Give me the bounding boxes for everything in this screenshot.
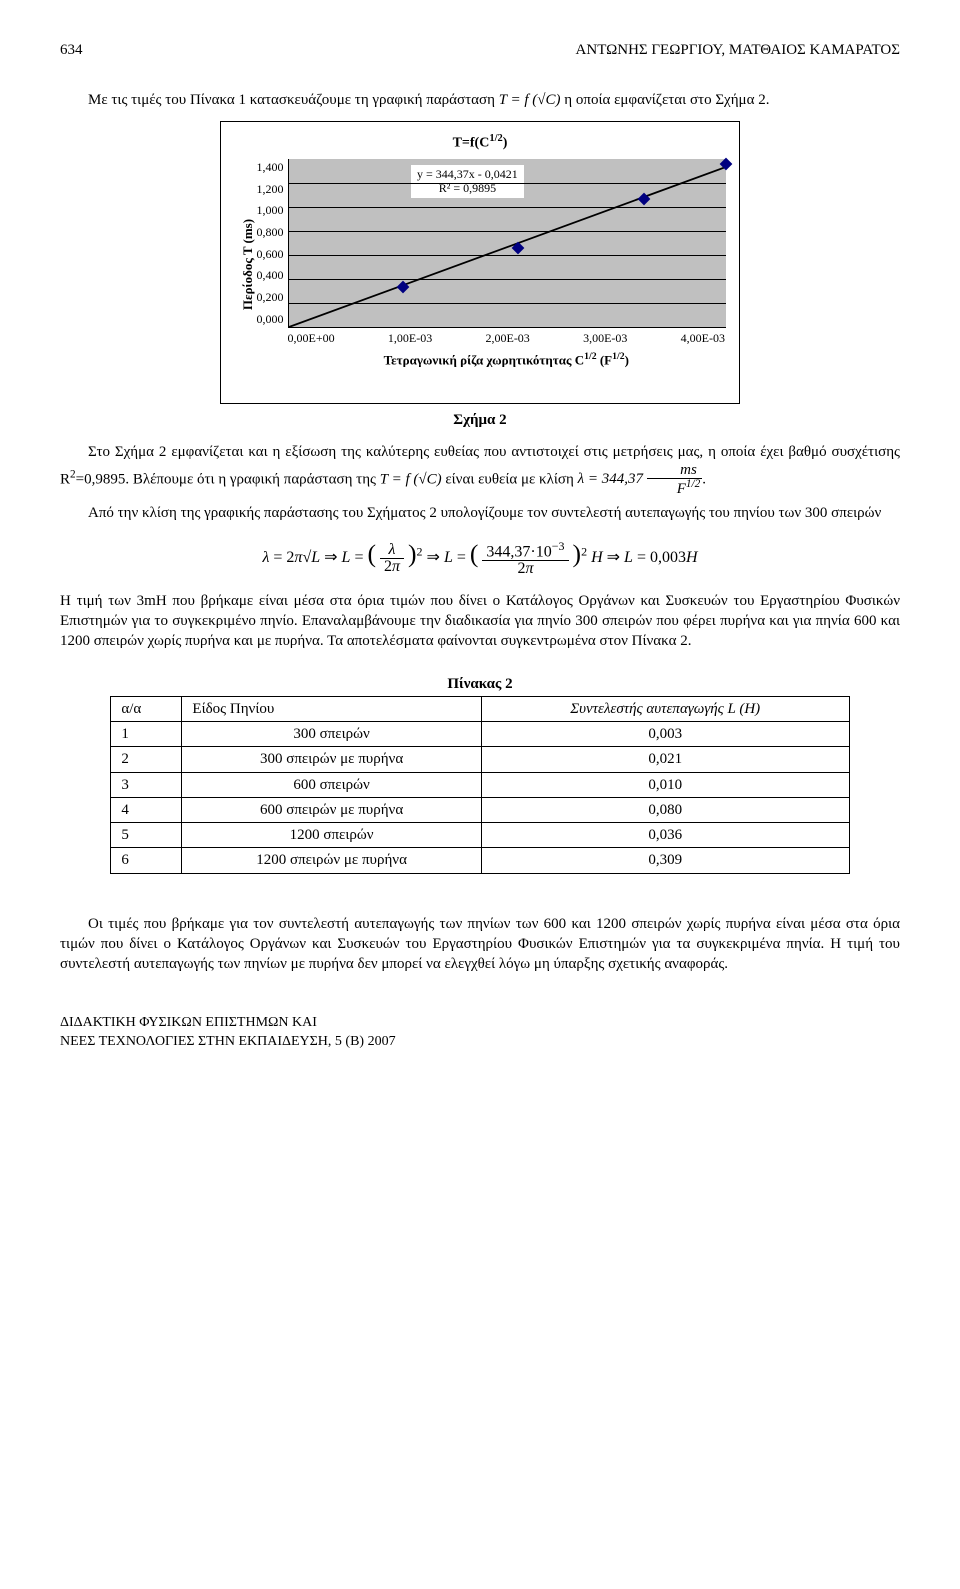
table-header: Είδος Πηνίου (182, 696, 481, 721)
text: Με τις τιμές του Πίνακα 1 κατασκευάζουμε… (88, 92, 499, 108)
ytick-label: 1,400 (257, 159, 284, 175)
table-row: 61200 σπειρών με πυρήνα0,309 (111, 848, 849, 873)
ytick-label: 0,000 (257, 311, 284, 327)
running-head: ΑΝΤΩΝΗΣ ΓΕΩΡΓΙΟΥ, ΜΑΤΘΑΙΟΣ ΚΑΜΑΡΑΤΟΣ (576, 40, 900, 60)
math-inline: T = f (√C) (499, 92, 561, 108)
paragraph-3: Από την κλίση της γραφικής παράστασης το… (60, 503, 900, 523)
table-cell: 1200 σπειρών (182, 823, 481, 848)
table-cell: 0,080 (481, 797, 849, 822)
text: είναι ευθεία με κλίση (445, 471, 577, 487)
ytick-label: 0,200 (257, 289, 284, 305)
paragraph-4: Η τιμή των 3mH που βρήκαμε είναι μέσα στ… (60, 591, 900, 652)
text: η οποία εμφανίζεται στο Σχήμα 2. (564, 92, 769, 108)
figure-caption: Σχήμα 2 (60, 410, 900, 430)
text: =0,9895. Βλέπουμε ότι η γραφική παράστασ… (76, 471, 380, 487)
xtick-label: 4,00E-03 (681, 330, 725, 346)
paragraph-1: Με τις τιμές του Πίνακα 1 κατασκευάζουμε… (60, 90, 900, 110)
chart-title: T=f(C1/2) (235, 132, 725, 154)
chart-container: T=f(C1/2) Περίοδος Τ (ms) 1,400 1,200 1,00… (220, 121, 740, 405)
chart-yticks: 1,400 1,200 1,000 0,800 0,600 0,400 0,200 0,000 (257, 159, 288, 327)
table-header-row: α/α Είδος Πηνίου Συντελεστής αυτεπαγωγής… (111, 696, 849, 721)
table-row: 2300 σπειρών με πυρήνα0,021 (111, 747, 849, 772)
table-cell: 4 (111, 797, 182, 822)
table-cell: 0,021 (481, 747, 849, 772)
table-row: 4600 σπειρών με πυρήνα0,080 (111, 797, 849, 822)
footer-line: ΝΕΕΣ ΤΕΧΝΟΛΟΓΙΕΣ ΣΤΗΝ ΕΚΠΑΙΔΕΥΣΗ, 5 (B) … (60, 1033, 900, 1052)
table-cell: 1200 σπειρών με πυρήνα (182, 848, 481, 873)
paragraph-5: Οι τιμές που βρήκαμε για τον συντελεστή … (60, 914, 900, 975)
xtick-label: 0,00E+00 (288, 330, 335, 346)
table-header: α/α (111, 696, 182, 721)
ytick-label: 0,400 (257, 267, 284, 283)
math-inline: T = f (√C) (380, 471, 442, 487)
display-equation: λ = 2π√L ⇒ L = ( λ 2π )2 ⇒ L = ( 344,37·… (60, 537, 900, 577)
ytick-label: 0,600 (257, 246, 284, 262)
xtick-label: 2,00E-03 (485, 330, 529, 346)
table-cell: 600 σπειρών (182, 772, 481, 797)
chart-ylabel: Περίοδος Τ (ms) (235, 159, 257, 369)
table-cell: 0,309 (481, 848, 849, 873)
table-cell: 3 (111, 772, 182, 797)
chart-plot-area: y = 344,37x - 0,0421 R² = 0,9895 (288, 159, 726, 328)
math-inline: λ = 344,37 msF1/2 (578, 471, 703, 487)
table-cell: 0,010 (481, 772, 849, 797)
page-header: 634 ΑΝΤΩΝΗΣ ΓΕΩΡΓΙΟΥ, ΜΑΤΘΑΙΟΣ ΚΑΜΑΡΑΤΟΣ (60, 40, 900, 60)
table-cell: 600 σπειρών με πυρήνα (182, 797, 481, 822)
table-cell: 0,003 (481, 722, 849, 747)
table-row: 3600 σπειρών0,010 (111, 772, 849, 797)
table-caption: Πίνακας 2 (60, 674, 900, 694)
ytick-label: 1,200 (257, 181, 284, 197)
table-row: 1300 σπειρών0,003 (111, 722, 849, 747)
table-cell: 2 (111, 747, 182, 772)
page-number: 634 (60, 40, 83, 60)
table-cell: 300 σπειρών (182, 722, 481, 747)
table-cell: 1 (111, 722, 182, 747)
trend-line (289, 159, 726, 327)
table-row: 51200 σπειρών0,036 (111, 823, 849, 848)
xtick-label: 1,00E-03 (388, 330, 432, 346)
table-cell: 0,036 (481, 823, 849, 848)
chart-xlabel: Τετραγωνική ρίζα χωρητικότητας C1/2 (F1/… (288, 350, 725, 369)
table-cell: 5 (111, 823, 182, 848)
table-header: Συντελεστής αυτεπαγωγής L (H) (481, 696, 849, 721)
footer-line: ΔΙΔΑΚΤΙΚΗ ΦΥΣΙΚΩΝ ΕΠΙΣΤΗΜΩΝ ΚΑΙ (60, 1014, 900, 1033)
paragraph-2: Στο Σχήμα 2 εμφανίζεται και η εξίσωση τη… (60, 442, 900, 496)
page-footer: ΔΙΔΑΚΤΙΚΗ ΦΥΣΙΚΩΝ ΕΠΙΣΤΗΜΩΝ ΚΑΙ ΝΕΕΣ ΤΕΧ… (60, 1014, 900, 1052)
xtick-label: 3,00E-03 (583, 330, 627, 346)
table-cell: 300 σπειρών με πυρήνα (182, 747, 481, 772)
chart-xticks: 0,00E+00 1,00E-03 2,00E-03 3,00E-03 4,00E-03 (288, 330, 725, 346)
chart-body: Περίοδος Τ (ms) 1,400 1,200 1,000 0,800 0,60… (235, 159, 725, 369)
ytick-label: 1,000 (257, 202, 284, 218)
data-table: α/α Είδος Πηνίου Συντελεστής αυτεπαγωγής… (110, 696, 849, 874)
table-cell: 6 (111, 848, 182, 873)
ytick-label: 0,800 (257, 224, 284, 240)
